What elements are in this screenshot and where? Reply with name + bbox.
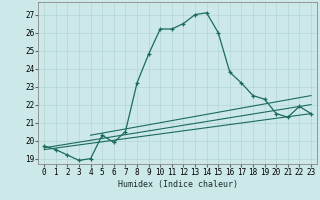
X-axis label: Humidex (Indice chaleur): Humidex (Indice chaleur)	[118, 180, 238, 189]
